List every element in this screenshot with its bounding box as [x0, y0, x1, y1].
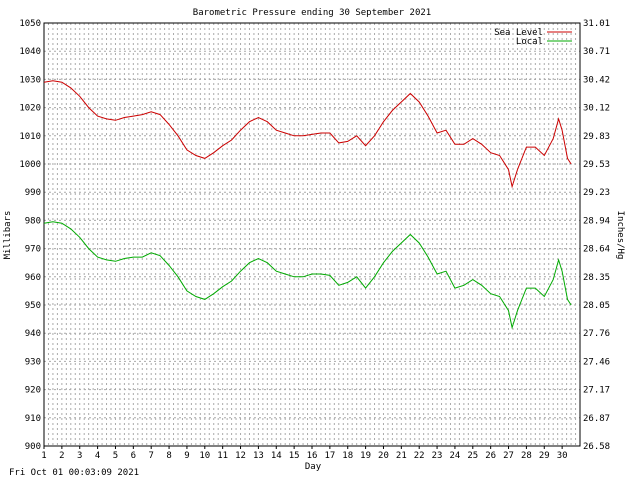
x-tick-label: 3: [77, 451, 82, 461]
x-tick-label: 2: [59, 451, 64, 461]
y-axis-label-right: Inches/Hg: [615, 211, 625, 260]
x-tick-label: 30: [557, 451, 568, 461]
x-tick-label: 17: [324, 451, 335, 461]
x-tick-label: 9: [184, 451, 189, 461]
generated-timestamp: Fri Oct 01 00:03:09 2021: [9, 468, 140, 478]
x-tick-label: 25: [467, 451, 478, 461]
x-tick-label: 16: [307, 451, 318, 461]
y-tick-label: 950: [25, 301, 41, 311]
x-tick-label: 6: [131, 451, 136, 461]
x-tick-label: 15: [289, 451, 300, 461]
x-tick-label: 8: [166, 451, 171, 461]
y-tick-label-right: 30.42: [583, 75, 610, 85]
y-tick-label: 990: [25, 188, 41, 198]
y-tick-label: 1000: [19, 160, 41, 170]
y-tick-label-right: 26.87: [583, 414, 610, 424]
y-tick-label: 910: [25, 414, 41, 424]
x-tick-label: 22: [414, 451, 425, 461]
axes: [43, 22, 581, 449]
y-tick-label-right: 29.53: [583, 160, 610, 170]
x-tick-label: 13: [253, 451, 264, 461]
y-tick-label: 980: [25, 216, 41, 226]
x-tick-label: 28: [521, 451, 532, 461]
x-tick-label: 14: [271, 451, 282, 461]
grid: [43, 22, 581, 447]
x-tick-label: 24: [450, 451, 461, 461]
y-tick-label-right: 31.01: [583, 19, 610, 29]
x-tick-label: 29: [539, 451, 550, 461]
y-tick-label-right: 27.17: [583, 386, 610, 396]
y-tick-label-right: 30.71: [583, 47, 610, 57]
x-tick-label: 18: [342, 451, 353, 461]
y-tick-label: 940: [25, 329, 41, 339]
x-tick-label: 4: [95, 451, 100, 461]
y-tick-label-right: 28.35: [583, 273, 610, 283]
y-tick-label: 970: [25, 245, 41, 255]
series-line-local: [43, 221, 572, 330]
x-tick-label: 27: [503, 451, 514, 461]
y-tick-label: 960: [25, 273, 41, 283]
y-tick-label: 900: [25, 442, 41, 452]
y-tick-label: 1040: [19, 47, 41, 57]
y-axis-label-left: Millibars: [3, 211, 13, 260]
y-tick-label-right: 29.83: [583, 132, 610, 142]
x-tick-label: 21: [396, 451, 407, 461]
y-tick-label: 1030: [19, 75, 41, 85]
y-tick-label-right: 26.58: [583, 442, 610, 452]
y-tick-label-right: 29.23: [583, 188, 610, 198]
x-tick-label: 26: [485, 451, 496, 461]
y-tick-label: 1010: [19, 132, 41, 142]
x-tick-label: 7: [148, 451, 153, 461]
x-tick-label: 12: [235, 451, 246, 461]
y-tick-label: 920: [25, 386, 41, 396]
y-tick-label: 1050: [19, 19, 41, 29]
x-tick-label: 23: [432, 451, 443, 461]
legend: Sea Level Local: [494, 28, 572, 47]
legend-label-local: Local: [516, 37, 543, 47]
x-tick-label: 1: [41, 451, 46, 461]
x-tick-label: 19: [360, 451, 371, 461]
legend-label-sea-level: Sea Level: [494, 28, 543, 38]
y-tick-label-right: 27.46: [583, 357, 610, 367]
plot-frame: [43, 22, 581, 447]
x-axis-label: Day: [305, 462, 322, 472]
x-tick-label: 5: [113, 451, 118, 461]
y-tick-label: 930: [25, 357, 41, 367]
series-line-sea-level: [43, 80, 572, 189]
y-tick-label-right: 28.64: [583, 245, 610, 255]
series-lines: [43, 80, 572, 330]
chart-title: Barometric Pressure ending 30 September …: [193, 8, 431, 18]
x-tick-label: 20: [378, 451, 389, 461]
y-tick-label-right: 30.12: [583, 104, 610, 114]
x-tick-label: 11: [217, 451, 228, 461]
y-tick-label: 1020: [19, 104, 41, 114]
x-tick-label: 10: [199, 451, 210, 461]
y-tick-label-right: 27.76: [583, 329, 610, 339]
y-tick-label-right: 28.94: [583, 216, 610, 226]
y-tick-label-right: 28.05: [583, 301, 610, 311]
